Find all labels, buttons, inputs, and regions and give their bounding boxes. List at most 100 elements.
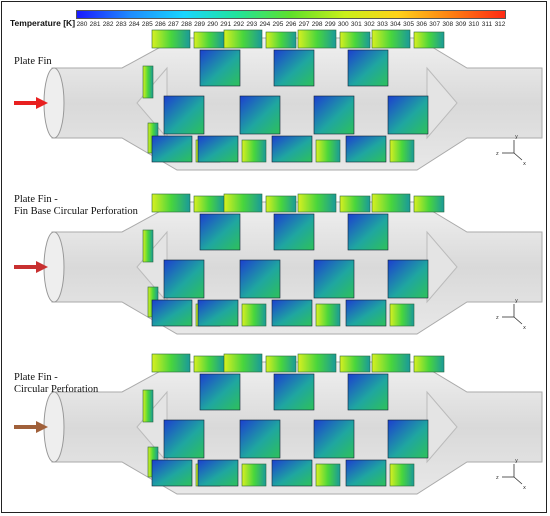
axis-y-label: y xyxy=(515,458,518,464)
fin-top-4 xyxy=(371,353,411,373)
fin-bottom-side-3 xyxy=(315,463,341,487)
fin-bottom-4 xyxy=(345,459,387,487)
axis-x-line xyxy=(513,476,523,485)
colorbar-tick-label: 304 xyxy=(390,21,401,28)
colorbar-tick-label: 292 xyxy=(233,21,245,28)
fin-top-side-1 xyxy=(193,31,225,49)
fin-top-1 xyxy=(151,29,191,49)
fin-upper-3 xyxy=(347,373,389,411)
fin-top-2 xyxy=(223,29,263,49)
colorbar-tick-label: 283 xyxy=(115,21,127,28)
fin-bottom-side-2 xyxy=(241,303,267,327)
fin-middle-3 xyxy=(313,95,355,135)
fin-top-1 xyxy=(151,193,191,213)
colorbar-tick-label: 310 xyxy=(468,21,480,28)
fin-top-side-4 xyxy=(413,31,445,49)
fin-middle-1 xyxy=(163,259,205,299)
fin-side-upper xyxy=(142,389,154,423)
panel-title-line: Plate Fin - xyxy=(14,372,58,383)
axis-x-line xyxy=(513,152,523,161)
panel-title-line: Plate Fin xyxy=(14,56,52,67)
fin-upper-2 xyxy=(273,213,315,251)
fin-top-4 xyxy=(371,193,411,213)
colorbar-tick-label: 281 xyxy=(89,21,101,28)
fin-upper-3 xyxy=(347,213,389,251)
fin-middle-2 xyxy=(239,419,281,459)
colorbar-tick-label: 296 xyxy=(285,21,297,28)
fin-bottom-2 xyxy=(197,299,239,327)
colorbar-tick-label: 289 xyxy=(194,21,205,28)
fin-upper-1 xyxy=(199,373,241,411)
fin-top-side-2 xyxy=(265,195,297,213)
axis-x-label: x xyxy=(523,485,526,491)
colorbar-tick-label: 288 xyxy=(181,21,192,28)
panel-title-line: Circular Perforation xyxy=(14,384,99,395)
heat-exchanger-drawing: y z x xyxy=(14,353,543,495)
colorbar-tick-label: 299 xyxy=(324,21,336,28)
fin-top-side-1 xyxy=(193,355,225,373)
fin-bottom-side-4 xyxy=(389,139,415,163)
fin-top-side-4 xyxy=(413,195,445,213)
colorbar-tick-label: 285 xyxy=(141,21,153,28)
fin-bottom-3 xyxy=(271,459,313,487)
fin-top-1 xyxy=(151,353,191,373)
colorbar-tick-label: 308 xyxy=(442,21,454,28)
fin-side-upper xyxy=(142,65,154,99)
axis-triad-icon: y z x xyxy=(496,298,526,331)
axis-z-label: z xyxy=(496,151,499,157)
colorbar-tick-label: 290 xyxy=(207,21,219,28)
panel-fin-base-circular-perforation: y z x Plate Fin - Fin Base Circular Perfor… xyxy=(2,192,546,352)
colorbar-tick-label: 307 xyxy=(429,21,441,28)
fin-top-side-2 xyxy=(265,31,297,49)
colorbar-tick-label: 302 xyxy=(363,21,375,28)
fin-bottom-1 xyxy=(151,135,193,163)
colorbar-tick-label: 303 xyxy=(377,21,388,28)
colorbar-tick-label: 282 xyxy=(102,21,114,28)
fin-bottom-side-3 xyxy=(315,139,341,163)
fin-upper-1 xyxy=(199,213,241,251)
colorbar-tick-label: 311 xyxy=(481,21,493,28)
fin-top-2 xyxy=(223,353,263,373)
colorbar-ticks: 280 281 282 283 284 285 286 287 288 289 290 291 292 2… xyxy=(76,21,506,31)
panel-title: Plate Fin xyxy=(14,56,52,68)
fin-bottom-4 xyxy=(345,135,387,163)
fin-top-side-1 xyxy=(193,195,225,213)
fin-top-side-3 xyxy=(339,195,371,213)
fin-bottom-side-4 xyxy=(389,463,415,487)
temperature-colorbar xyxy=(76,10,506,19)
colorbar-tick-label: 312 xyxy=(494,21,506,28)
flow-arrow-head xyxy=(36,261,48,273)
legend-title: Temperature [K] xyxy=(10,18,76,28)
colorbar-tick-label: 298 xyxy=(311,21,323,28)
fin-bottom-3 xyxy=(271,135,313,163)
fin-top-side-4 xyxy=(413,355,445,373)
colorbar-tick-label: 301 xyxy=(350,21,362,28)
colorbar-tick-label: 300 xyxy=(337,21,349,28)
axis-z-label: z xyxy=(496,475,499,481)
fin-middle-3 xyxy=(313,419,355,459)
colorbar-tick-label: 294 xyxy=(259,21,271,28)
fin-bottom-1 xyxy=(151,299,193,327)
panel-plate-fin: y z x Plate Fin xyxy=(2,28,546,188)
axis-triad-icon: y z x xyxy=(496,134,526,167)
fin-bottom-4 xyxy=(345,299,387,327)
panel-title-line: Fin Base Circular Perforation xyxy=(14,206,138,217)
fin-bottom-3 xyxy=(271,299,313,327)
fin-bottom-side-2 xyxy=(241,139,267,163)
axis-x-line xyxy=(513,316,523,325)
fin-middle-1 xyxy=(163,419,205,459)
fin-bottom-side-2 xyxy=(241,463,267,487)
fin-top-4 xyxy=(371,29,411,49)
fin-upper-1 xyxy=(199,49,241,87)
fin-top-3 xyxy=(297,29,337,49)
fin-bottom-2 xyxy=(197,459,239,487)
flow-arrow-head xyxy=(36,97,48,109)
fin-middle-4 xyxy=(387,259,429,299)
fin-bottom-side-4 xyxy=(389,303,415,327)
fin-top-side-2 xyxy=(265,355,297,373)
fin-middle-3 xyxy=(313,259,355,299)
axis-triad-icon: y z x xyxy=(496,458,526,491)
fin-top-side-3 xyxy=(339,31,371,49)
fin-upper-2 xyxy=(273,373,315,411)
